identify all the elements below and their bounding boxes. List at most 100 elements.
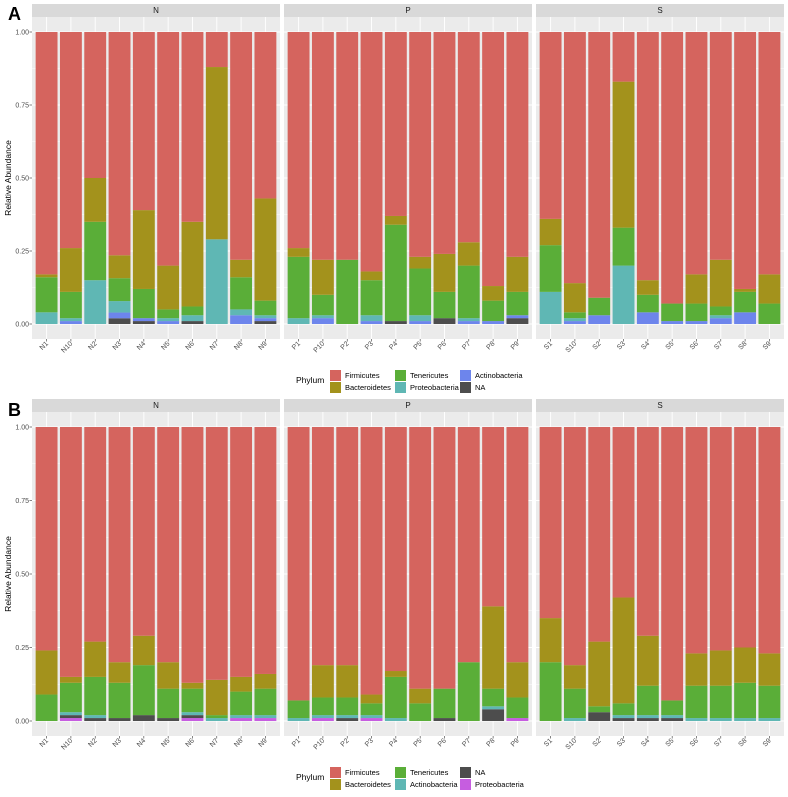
bar-segment-S1-bacteroidetes (539, 618, 562, 663)
bar-segment-N10-na (59, 715, 82, 719)
bar-segment-N1-firmicutes (35, 32, 58, 275)
bar-segment-N4-tenericutes (132, 665, 155, 716)
bar-segment-P10-bacteroidetes (311, 665, 334, 698)
bar-segment-S1-tenericutes (539, 245, 562, 292)
y-tick-label: 0.00 (15, 322, 29, 329)
bar-segment-N4-actinobacteria (132, 318, 155, 322)
panel-label: B (8, 400, 21, 420)
legend-label: Tenericutes (410, 768, 449, 777)
bar-segment-S4-na (636, 718, 659, 721)
x-tick-label: N1 (39, 340, 50, 351)
x-tick-label: N10 (60, 340, 74, 354)
bar-segment-S7-proteobacteria (709, 315, 732, 319)
bar-segment-P9-tenericutes (506, 291, 529, 316)
facet-strip (536, 4, 784, 17)
bar-segment-N5-actinobacteria (157, 321, 180, 324)
facet-N: N N1 N10 N2 N3 N4 N5 N6 N7 N8 N9 (32, 399, 280, 751)
bar-segment-N8-actinobacteria (230, 315, 253, 324)
x-tick-label: N1 (39, 737, 50, 748)
bar-segment-S9-tenericutes (758, 303, 781, 324)
x-tick-label: P10 (313, 737, 327, 751)
bar-segment-N2-bacteroidetes (84, 641, 107, 677)
bar-segment-N6-tenericutes (181, 306, 204, 316)
facet-strip (284, 4, 532, 17)
bar-segment-N1-bacteroidetes (35, 650, 58, 695)
bar-segment-S1-firmicutes (539, 32, 562, 219)
y-tick-label: 0.75 (15, 103, 29, 110)
bar-segment-N6-proteobacteria (181, 718, 204, 721)
bar-segment-P2-firmicutes (336, 32, 359, 260)
bar-segment-P10-actinobacteria (311, 715, 334, 719)
legend-label: Actinobacteria (410, 780, 458, 789)
facet-strip (284, 399, 532, 412)
bar-segment-N2-firmicutes (84, 427, 107, 642)
bar-segment-P8-na (482, 709, 505, 721)
bar-segment-N2-tenericutes (84, 221, 107, 281)
bar-segment-N5-na (157, 718, 180, 721)
bar-segment-P2-tenericutes (336, 697, 359, 716)
bar-segment-P4-firmicutes (384, 427, 407, 672)
bar-segment-P9-proteobacteria (506, 718, 529, 721)
bar-segment-P6-na (433, 718, 456, 721)
bar-segment-P5-firmicutes (409, 427, 432, 689)
bar-segment-S5-tenericutes (661, 303, 684, 322)
x-tick-label: P5 (413, 737, 424, 748)
bar-segment-N6-na (181, 715, 204, 719)
bar-segment-S1-proteobacteria (539, 291, 562, 324)
bar-segment-S3-bacteroidetes (612, 81, 635, 228)
bar-segment-N3-na (108, 318, 131, 324)
bar-segment-N3-na (108, 718, 131, 721)
bar-segment-S7-firmicutes (709, 32, 732, 260)
bar-segment-N3-firmicutes (108, 427, 131, 663)
bar-segment-S6-actinobacteria (685, 718, 708, 721)
bar-segment-S10-actinobacteria (563, 321, 586, 324)
x-tick-label: S8 (738, 737, 749, 748)
x-tick-label: P9 (510, 737, 521, 748)
x-tick-label: N2 (87, 737, 98, 748)
x-tick-label: P8 (486, 340, 497, 351)
bar-segment-P10-proteobacteria (311, 718, 334, 721)
legend-label: Bacteroidetes (345, 383, 391, 392)
bar-segment-P5-bacteroidetes (409, 256, 432, 269)
x-tick-label: N3 (112, 737, 123, 748)
bar-segment-P8-tenericutes (482, 300, 505, 322)
y-tick-label: 0.00 (15, 719, 29, 726)
bar-segment-N9-proteobacteria (254, 315, 277, 319)
x-tick-label: S10 (565, 340, 579, 354)
bar-segment-S3-proteobacteria (612, 265, 635, 324)
bar-segment-N5-tenericutes (157, 309, 180, 319)
bar-segment-S7-firmicutes (709, 427, 732, 651)
bar-segment-N2-na (84, 718, 107, 721)
bar-segment-S7-tenericutes (709, 306, 732, 316)
bar-segment-P9-tenericutes (506, 697, 529, 719)
bar-segment-P1-tenericutes (287, 256, 310, 319)
bar-segment-S3-na (612, 718, 635, 721)
bar-segment-N4-bacteroidetes (132, 210, 155, 289)
bar-segment-S8-firmicutes (734, 427, 757, 648)
y-tick-label: 0.25 (15, 249, 29, 256)
x-tick-label: P2 (340, 340, 351, 351)
bar-segment-S2-tenericutes (588, 706, 611, 713)
x-tick-label: S6 (689, 737, 700, 748)
facet-strip-label: N (153, 6, 159, 15)
bar-segment-N7-actinobacteria (205, 718, 228, 721)
bar-segment-P8-bacteroidetes (482, 286, 505, 301)
bar-segment-P6-na (433, 318, 456, 324)
x-tick-label: N4 (136, 737, 147, 748)
legend-key-proteobacteria (395, 382, 406, 393)
bar-segment-S10-bacteroidetes (563, 665, 586, 689)
legend: Phylum Firmicutes Bacteroidetes Tenericutes… (296, 767, 525, 790)
bar-segment-P9-bacteroidetes (506, 256, 529, 292)
bar-segment-S3-tenericutes (612, 703, 635, 716)
bar-segment-P10-tenericutes (311, 294, 334, 316)
x-tick-label: N8 (233, 737, 244, 748)
y-axis-label: Relative Abundance (3, 536, 13, 612)
bar-segment-P3-actinobacteria (360, 715, 383, 719)
bar-segment-P4-tenericutes (384, 224, 407, 322)
x-tick-label: N5 (160, 737, 171, 748)
x-tick-label: S10 (565, 737, 579, 751)
bar-segment-N6-bacteroidetes (181, 682, 204, 689)
bar-segment-P6-firmicutes (433, 32, 456, 254)
x-tick-label: N6 (185, 737, 196, 748)
